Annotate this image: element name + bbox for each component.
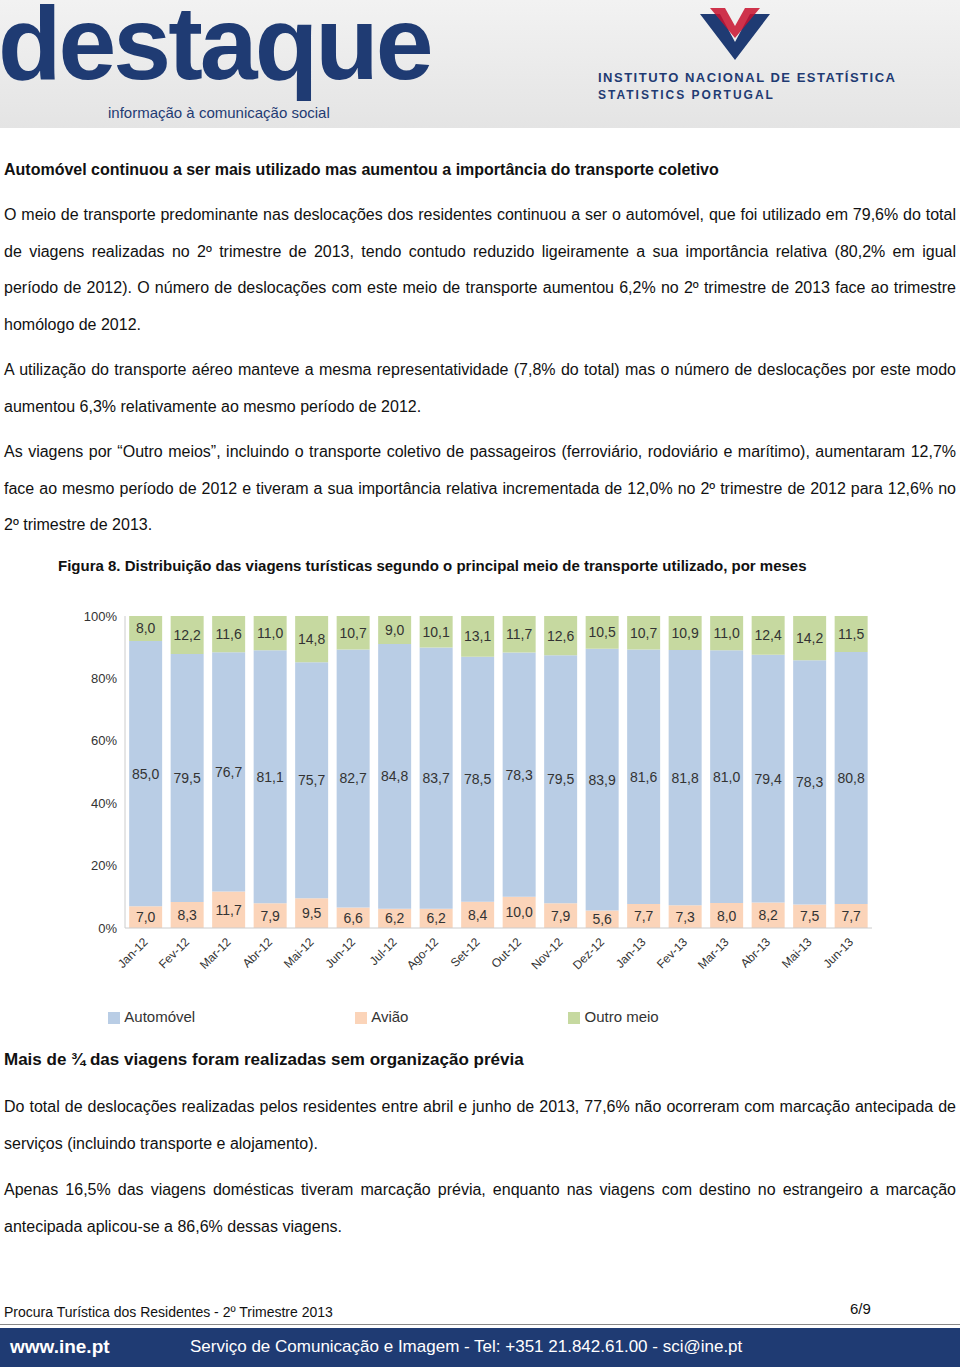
svg-text:82,7: 82,7 xyxy=(340,770,367,786)
svg-text:76,7: 76,7 xyxy=(215,764,242,780)
svg-text:Mar-12: Mar-12 xyxy=(197,935,234,972)
svg-text:11,7: 11,7 xyxy=(216,902,242,918)
svg-text:Mar-13: Mar-13 xyxy=(695,935,732,972)
svg-text:11,5: 11,5 xyxy=(838,626,864,642)
svg-text:11,7: 11,7 xyxy=(506,626,532,642)
svg-text:79,5: 79,5 xyxy=(547,771,574,787)
svg-text:6,6: 6,6 xyxy=(343,910,363,926)
svg-text:10,5: 10,5 xyxy=(589,624,616,640)
svg-text:10,1: 10,1 xyxy=(423,624,450,640)
svg-text:Mai-12: Mai-12 xyxy=(281,935,317,971)
html-text:Apenas 16,5% das viagens domés: Apenas 16,5% das viagens domésticas tive… xyxy=(4,1181,956,1235)
svg-text:11,6: 11,6 xyxy=(216,626,242,642)
html-text:Procura Turística dos Resident: Procura Turística dos Residentes - 2º Tr… xyxy=(4,1304,333,1320)
html-text:Outro meio: Outro meio xyxy=(584,1008,659,1025)
svg-text:Mai-13: Mai-13 xyxy=(779,935,815,971)
svg-text:7,0: 7,0 xyxy=(136,909,156,925)
svg-text:20%: 20% xyxy=(91,858,117,873)
svg-text:12,2: 12,2 xyxy=(174,627,201,643)
svg-text:Nov-12: Nov-12 xyxy=(528,935,565,972)
svg-text:8,3: 8,3 xyxy=(177,907,197,923)
svg-text:12,4: 12,4 xyxy=(755,627,782,643)
svg-text:81,8: 81,8 xyxy=(672,770,699,786)
html-text:O meio de transporte predomina: O meio de transporte predominante nas de… xyxy=(4,206,956,333)
svg-text:75,7: 75,7 xyxy=(298,772,325,788)
html-text:Automóvel continuou a ser mais: Automóvel continuou a ser mais utilizado… xyxy=(4,161,719,178)
svg-text:78,3: 78,3 xyxy=(506,767,533,783)
svg-text:Jan-12: Jan-12 xyxy=(115,935,151,971)
svg-text:80%: 80% xyxy=(91,671,117,686)
svg-text:Set-12: Set-12 xyxy=(448,935,483,970)
svg-text:Abr-12: Abr-12 xyxy=(240,935,276,971)
html-text:INSTITUTO NACIONAL DE ESTATÍST: INSTITUTO NACIONAL DE ESTATÍSTICA xyxy=(598,70,897,85)
svg-text:Abr-13: Abr-13 xyxy=(738,935,774,971)
svg-text:7,7: 7,7 xyxy=(841,908,861,924)
svg-text:79,5: 79,5 xyxy=(174,770,201,786)
svg-text:14,8: 14,8 xyxy=(298,631,325,647)
svg-text:Out-12: Out-12 xyxy=(488,935,524,971)
svg-text:8,0: 8,0 xyxy=(136,620,156,636)
html-text:www.ine.pt: www.ine.pt xyxy=(10,1336,110,1357)
svg-text:9,0: 9,0 xyxy=(385,622,405,638)
svg-text:10,0: 10,0 xyxy=(506,904,533,920)
svg-text:Jun-13: Jun-13 xyxy=(820,935,856,971)
svg-text:0%: 0% xyxy=(98,921,117,936)
svg-text:Jul-12: Jul-12 xyxy=(367,935,400,968)
html-text:Do total de deslocações realiz: Do total de deslocações realizadas pelos… xyxy=(4,1098,956,1152)
svg-text:11,0: 11,0 xyxy=(257,625,283,641)
svg-text:10,9: 10,9 xyxy=(672,625,699,641)
svg-text:8,0: 8,0 xyxy=(717,908,737,924)
svg-text:80,8: 80,8 xyxy=(838,770,865,786)
html-text:A utilização do transporte aér: A utilização do transporte aéreo manteve… xyxy=(4,361,956,415)
svg-text:7,7: 7,7 xyxy=(634,908,654,924)
svg-text:81,0: 81,0 xyxy=(713,769,740,785)
svg-text:85,0: 85,0 xyxy=(132,766,159,782)
svg-text:78,3: 78,3 xyxy=(796,774,823,790)
svg-text:6,2: 6,2 xyxy=(385,910,405,926)
svg-text:10,7: 10,7 xyxy=(630,625,657,641)
svg-text:11,0: 11,0 xyxy=(714,625,740,641)
html-text:Mais de ¾ das viagens foram re: Mais de ¾ das viagens foram realizadas s… xyxy=(4,1050,524,1069)
svg-text:Dez-12: Dez-12 xyxy=(570,935,607,972)
html-text:6/9: 6/9 xyxy=(850,1300,871,1317)
svg-text:Jun-12: Jun-12 xyxy=(322,935,358,971)
svg-text:100%: 100% xyxy=(84,609,118,624)
svg-text:78,5: 78,5 xyxy=(464,771,491,787)
svg-text:81,6: 81,6 xyxy=(630,769,657,785)
svg-text:Jan-13: Jan-13 xyxy=(613,935,649,971)
svg-text:60%: 60% xyxy=(91,733,117,748)
svg-text:5,6: 5,6 xyxy=(592,911,612,927)
svg-text:Fev-13: Fev-13 xyxy=(654,935,691,972)
svg-text:14,2: 14,2 xyxy=(796,630,823,646)
svg-text:40%: 40% xyxy=(91,796,117,811)
html-text:Figura 8. Distribuição das via: Figura 8. Distribuição das viagens turís… xyxy=(58,557,807,574)
svg-text:Ago-12: Ago-12 xyxy=(404,935,441,972)
html-text:As viagens por “Outro meios”,: As viagens por “Outro meios”, incluindo … xyxy=(4,443,956,533)
svg-text:84,8: 84,8 xyxy=(381,768,408,784)
svg-text:7,5: 7,5 xyxy=(800,908,820,924)
svg-text:83,7: 83,7 xyxy=(423,770,450,786)
html-text:Serviço de Comunicação e Image: Serviço de Comunicação e Imagem - Tel: +… xyxy=(190,1337,743,1356)
svg-text:9,5: 9,5 xyxy=(302,905,322,921)
svg-text:12,6: 12,6 xyxy=(547,628,574,644)
svg-text:81,1: 81,1 xyxy=(257,769,284,785)
svg-text:6,2: 6,2 xyxy=(426,910,446,926)
html-text:Automóvel: Automóvel xyxy=(124,1008,196,1025)
svg-text:79,4: 79,4 xyxy=(755,771,782,787)
svg-text:10,7: 10,7 xyxy=(340,625,367,641)
html-text:STATISTICS PORTUGAL: STATISTICS PORTUGAL xyxy=(598,88,775,102)
svg-text:8,4: 8,4 xyxy=(468,907,488,923)
svg-text:7,9: 7,9 xyxy=(260,908,280,924)
html-text:informação à comunicação socia: informação à comunicação social xyxy=(108,104,330,121)
svg-text:83,9: 83,9 xyxy=(589,772,616,788)
html-text:Avião: Avião xyxy=(371,1008,409,1025)
svg-text:8,2: 8,2 xyxy=(758,907,778,923)
svg-text:Fev-12: Fev-12 xyxy=(156,935,193,972)
svg-text:7,3: 7,3 xyxy=(675,909,695,925)
svg-text:13,1: 13,1 xyxy=(464,628,491,644)
svg-text:7,9: 7,9 xyxy=(551,908,571,924)
